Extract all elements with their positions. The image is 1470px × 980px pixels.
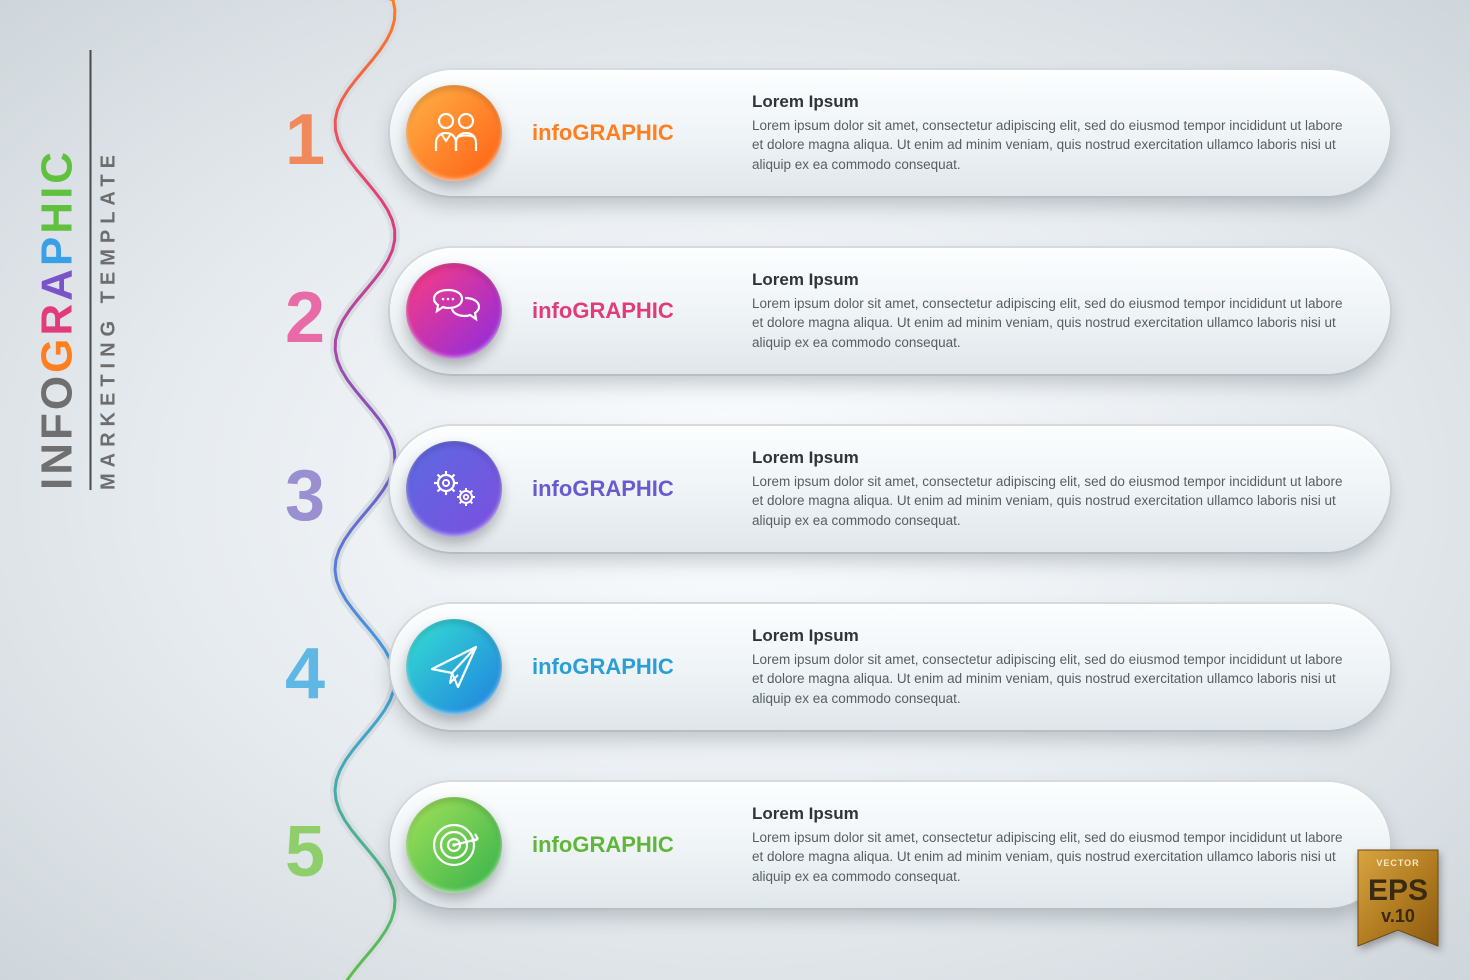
sidebar-letter: R xyxy=(36,301,80,336)
sidebar-letter: I xyxy=(36,184,80,199)
sidebar-title: INFOGRAPHIC MARKETING TEMPLATE xyxy=(36,50,121,490)
step-numbers: 12345 xyxy=(235,70,325,960)
eps-badge: VECTOR EPS v.10 xyxy=(1350,846,1446,958)
step-body: Lorem ipsum dolor sit amet, consectetur … xyxy=(752,472,1350,531)
step-row-5: infoGRAPHIC Lorem Ipsum Lorem ipsum dolor … xyxy=(390,782,1390,908)
step-text: Lorem Ipsum Lorem ipsum dolor sit amet, c… xyxy=(752,448,1390,531)
step-body: Lorem ipsum dolor sit amet, consectetur … xyxy=(752,294,1350,353)
step-number-4: 4 xyxy=(235,604,325,782)
step-row-1: infoGRAPHIC Lorem Ipsum Lorem ipsum dolor … xyxy=(390,70,1390,196)
step-heading: Lorem Ipsum xyxy=(752,448,1350,468)
plane-icon xyxy=(406,619,502,715)
sidebar-title-letters: INFOGRAPHIC xyxy=(36,149,80,490)
step-heading: Lorem Ipsum xyxy=(752,270,1350,290)
step-row-4: infoGRAPHIC Lorem Ipsum Lorem ipsum dolor … xyxy=(390,604,1390,730)
people-icon xyxy=(406,85,502,181)
step-number-5: 5 xyxy=(235,782,325,960)
step-body: Lorem ipsum dolor sit amet, consectetur … xyxy=(752,116,1350,175)
step-number-3: 3 xyxy=(235,426,325,604)
step-row-2: infoGRAPHIC Lorem Ipsum Lorem ipsum dolor … xyxy=(390,248,1390,374)
target-icon xyxy=(406,797,502,893)
svg-text:EPS: EPS xyxy=(1368,874,1428,907)
sidebar-letter: P xyxy=(36,234,80,266)
step-number-1: 1 xyxy=(235,70,325,248)
sidebar-letter: G xyxy=(36,336,80,373)
step-row-3: infoGRAPHIC Lorem Ipsum Lorem ipsum dolor … xyxy=(390,426,1390,552)
step-label: infoGRAPHIC xyxy=(532,120,742,146)
step-text: Lorem Ipsum Lorem ipsum dolor sit amet, c… xyxy=(752,626,1390,709)
step-heading: Lorem Ipsum xyxy=(752,92,1350,112)
step-label: infoGRAPHIC xyxy=(532,298,742,324)
step-body: Lorem ipsum dolor sit amet, consectetur … xyxy=(752,828,1350,887)
sidebar-letter: O xyxy=(36,373,80,410)
sidebar-subtitle: MARKETING TEMPLATE xyxy=(98,149,121,490)
step-label: infoGRAPHIC xyxy=(532,654,742,680)
svg-text:VECTOR: VECTOR xyxy=(1376,858,1419,868)
step-text: Lorem Ipsum Lorem ipsum dolor sit amet, c… xyxy=(752,804,1390,887)
sidebar-letter: H xyxy=(36,199,80,234)
step-label: infoGRAPHIC xyxy=(532,476,742,502)
sidebar-letter: N xyxy=(36,440,80,475)
gears-icon xyxy=(406,441,502,537)
step-rows: infoGRAPHIC Lorem Ipsum Lorem ipsum dolor … xyxy=(390,70,1390,960)
chat-icon xyxy=(406,263,502,359)
sidebar-letter: F xyxy=(36,410,80,440)
step-text: Lorem Ipsum Lorem ipsum dolor sit amet, c… xyxy=(752,92,1390,175)
step-heading: Lorem Ipsum xyxy=(752,626,1350,646)
sidebar-rule xyxy=(90,50,92,490)
svg-text:v.10: v.10 xyxy=(1381,906,1415,926)
step-text: Lorem Ipsum Lorem ipsum dolor sit amet, c… xyxy=(752,270,1390,353)
step-heading: Lorem Ipsum xyxy=(752,804,1350,824)
sidebar-letter: I xyxy=(36,475,80,490)
sidebar-letter: A xyxy=(36,266,80,301)
step-number-2: 2 xyxy=(235,248,325,426)
step-label: infoGRAPHIC xyxy=(532,832,742,858)
sidebar-letter: C xyxy=(36,149,80,184)
step-body: Lorem ipsum dolor sit amet, consectetur … xyxy=(752,650,1350,709)
